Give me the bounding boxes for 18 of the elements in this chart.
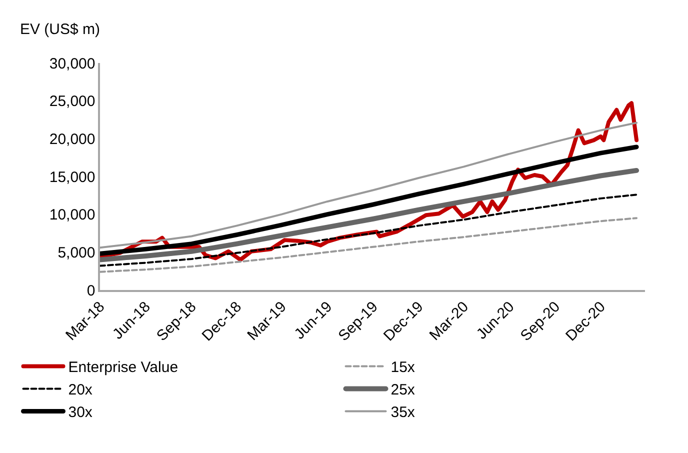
legend-label: 15x (390, 359, 416, 376)
y-tick-label: 15,000 (49, 168, 96, 186)
legend-label: 25x (390, 382, 416, 399)
legend-label: 30x (68, 404, 93, 422)
y-tick-label: 0 (86, 282, 96, 300)
line-series (100, 144, 639, 256)
y-tick-label: 30,000 (49, 55, 96, 72)
legend-label: Enterprise Value (68, 359, 178, 376)
y-axis-title: EV (US$ m) (20, 21, 100, 38)
line-series (100, 122, 638, 249)
line-series (100, 217, 638, 273)
legend-label: 20x (68, 382, 93, 399)
y-tick-label: 25,000 (49, 93, 96, 110)
y-tick-label: 20,000 (49, 130, 96, 148)
legend-label: 35x (390, 404, 416, 422)
line-series (100, 194, 638, 267)
y-tick-label: 5,000 (58, 244, 96, 262)
y-tick-label: 10,000 (49, 206, 96, 224)
